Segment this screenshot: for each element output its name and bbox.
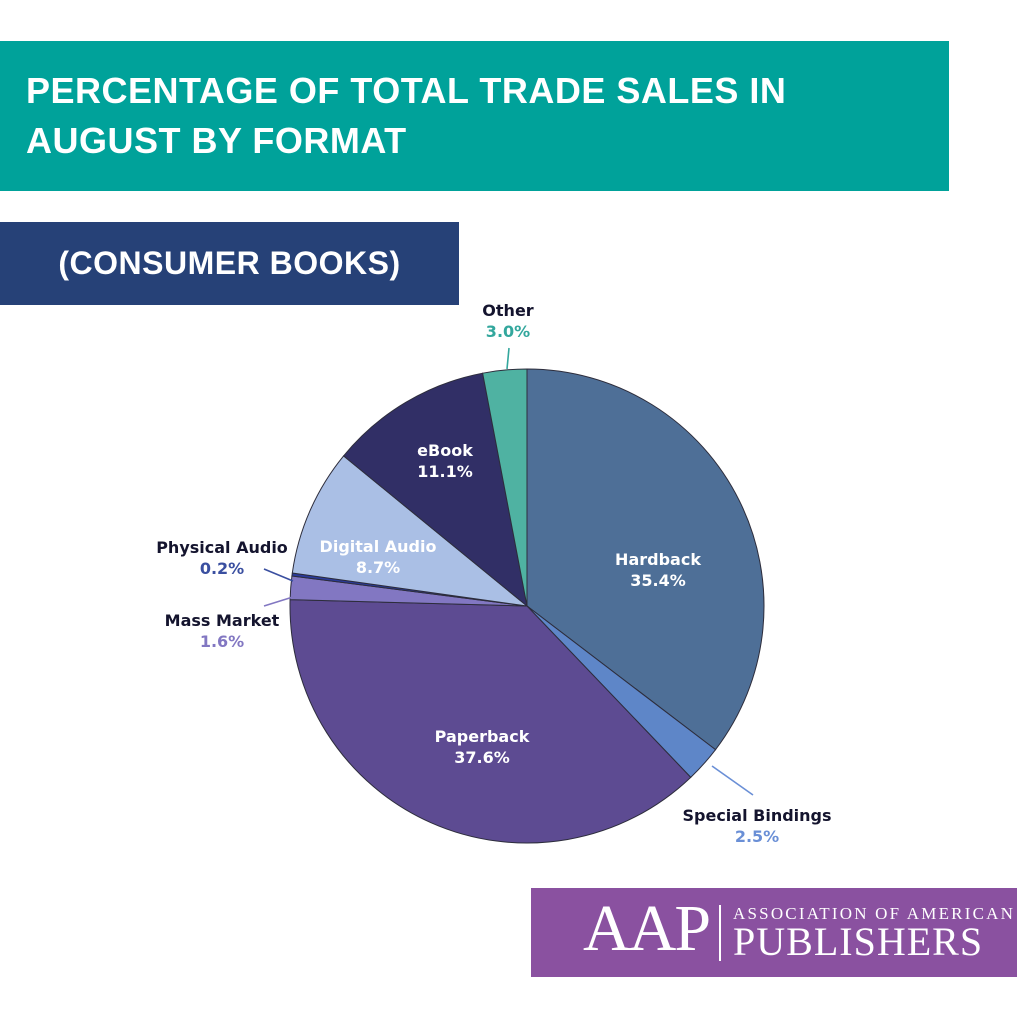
org-name-line1: ASSOCIATION OF AMERICAN <box>733 904 1016 923</box>
pie-slice-other <box>482 368 528 607</box>
pie-slice-ebook <box>342 372 528 608</box>
pie-slice-paperback <box>289 599 692 844</box>
subtitle-banner: (CONSUMER BOOKS) <box>0 222 459 305</box>
pie-slice-hardback <box>526 368 765 751</box>
org-name: ASSOCIATION OF AMERICAN PUBLISHERS <box>733 904 1016 964</box>
page-title-line-1: PERCENTAGE OF TOTAL TRADE SALES IN <box>26 70 787 111</box>
aap-logo-banner: AAP ASSOCIATION OF AMERICAN PUBLISHERS <box>531 888 1017 977</box>
leader-line-other <box>506 347 510 370</box>
logo-divider <box>719 904 722 961</box>
page-title-line-2: AUGUST BY FORMAT <box>26 120 407 161</box>
leader-line-physical-audio <box>263 568 294 582</box>
subtitle-text: (CONSUMER BOOKS) <box>58 245 401 281</box>
leader-line-special-bindings <box>711 765 754 796</box>
org-name-line2: PUBLISHERS <box>733 919 984 964</box>
pie-slice-digital-audio <box>291 455 529 607</box>
aap-logo-acronym: AAP <box>583 891 711 965</box>
title-banner: PERCENTAGE OF TOTAL TRADE SALES IN AUGUS… <box>0 41 949 191</box>
leader-line-mass-market <box>263 595 297 607</box>
